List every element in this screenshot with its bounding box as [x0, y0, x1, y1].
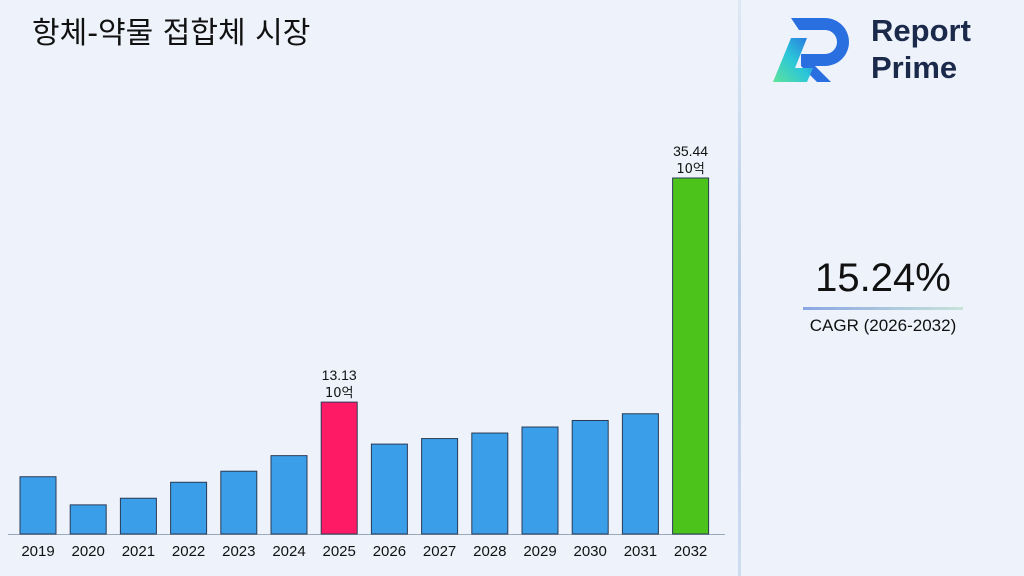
x-tick-label: 2028: [473, 543, 506, 560]
x-tick-label: 2025: [323, 543, 356, 560]
bar-2028: [471, 432, 509, 535]
chart-title: 항체-약물 접합체 시장: [32, 16, 311, 51]
bar-chart: 2019 2020 2021 2022 2023 2024 2025 2026 2027 2028…: [8, 143, 725, 560]
x-tick-label: 2020: [72, 543, 105, 560]
data-label-unit: 10억: [325, 386, 354, 401]
data-label-value: 13.13: [322, 367, 357, 383]
panel-divider: [738, 0, 741, 576]
bar-2026: [370, 443, 408, 535]
x-tick-label: 2023: [222, 543, 255, 560]
bar-2019: [19, 476, 57, 535]
logo-text: Report Prime: [871, 12, 971, 86]
data-label-unit: 10억: [676, 162, 705, 177]
x-tick-label: 2032: [674, 543, 707, 560]
logo-line-prime: Prime: [871, 50, 958, 85]
x-tick-label: 2019: [21, 543, 54, 560]
x-tick-label: 2026: [373, 543, 406, 560]
cagr-label: CAGR (2026-2032): [809, 316, 957, 335]
x-tick-label: 2027: [423, 543, 456, 560]
bar-2029: [521, 426, 559, 535]
x-tick-label: 2029: [523, 543, 556, 560]
x-tick-label: 2024: [272, 543, 305, 560]
x-tick-label: 2031: [624, 543, 657, 560]
chart-panel: 항체-약물 접합체 시장 2019 2020 2021 2022 2023 2024 202…: [8, 16, 725, 560]
side-panel: Report Prime 15.24% CAGR (2026-2032): [741, 0, 1024, 576]
x-tick-label: 2022: [172, 543, 205, 560]
x-tick-label: 2030: [574, 543, 607, 560]
bar-2027: [421, 438, 459, 535]
x-tick-label: 2021: [122, 543, 155, 560]
bar-2030: [571, 419, 609, 535]
bar-2025: [320, 401, 358, 535]
bar-2020: [69, 504, 107, 535]
data-label-value: 35.44: [673, 143, 708, 159]
bar-2024: [270, 455, 308, 535]
bar-2021: [119, 497, 157, 535]
report-prime-logo-icon: [773, 18, 849, 82]
cagr-value: 15.24%: [815, 256, 951, 300]
cagr-underline: [803, 307, 963, 310]
bar-2023: [220, 470, 258, 535]
bar-2032: [672, 177, 710, 535]
bar-2031: [621, 413, 659, 535]
bar-2022: [170, 481, 208, 535]
logo-line-report: Report: [871, 13, 971, 48]
